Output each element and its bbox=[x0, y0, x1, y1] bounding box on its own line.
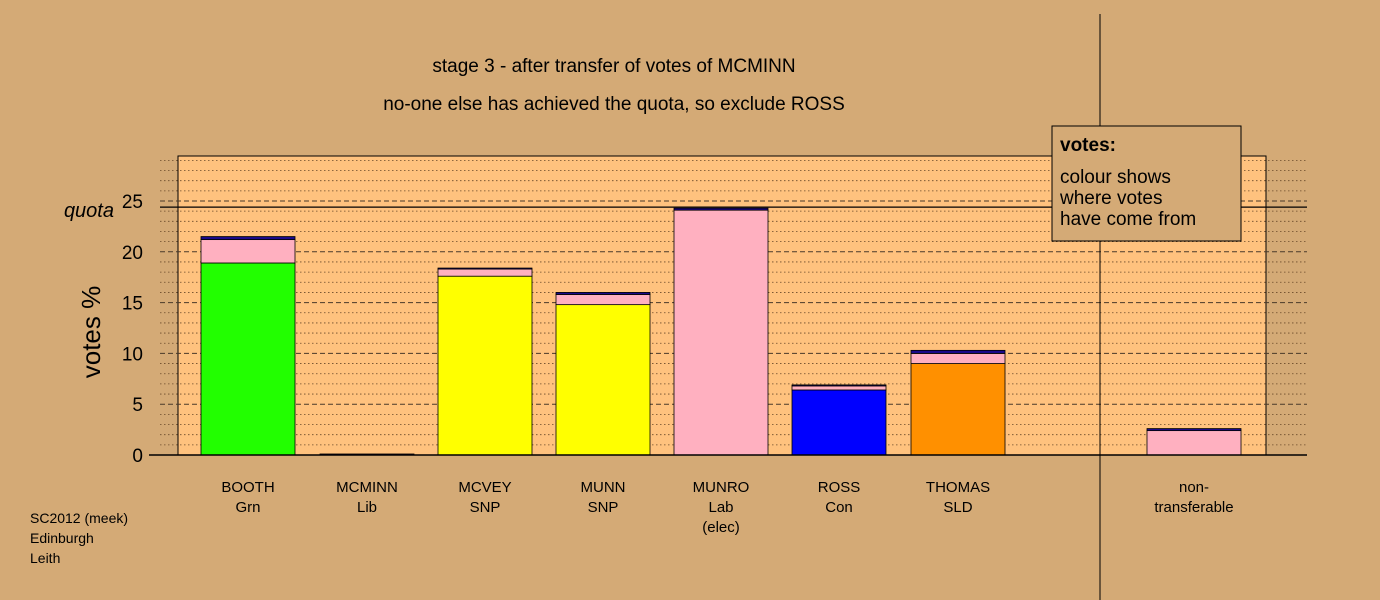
bar-segment bbox=[200, 262, 296, 456]
category-label: MCVEY bbox=[458, 479, 511, 496]
bar-segment bbox=[555, 292, 651, 295]
footer-line: Leith bbox=[30, 550, 60, 566]
legend: votes: colour shows where votes have com… bbox=[1051, 125, 1242, 242]
bar-segment bbox=[437, 268, 533, 277]
footer-line: Edinburgh bbox=[30, 530, 94, 546]
category-label: SNP bbox=[470, 499, 501, 516]
category-label: MUNN bbox=[581, 479, 626, 496]
category-label: (elec) bbox=[702, 519, 740, 536]
legend-line: where votes bbox=[1059, 188, 1162, 209]
category-label: MUNRO bbox=[693, 479, 750, 496]
bar-segment bbox=[791, 389, 887, 456]
bar-segment bbox=[791, 384, 887, 387]
category-label: Lib bbox=[357, 499, 377, 516]
y-tick-label: 20 bbox=[122, 243, 143, 264]
bar-segment bbox=[555, 304, 651, 456]
y-tick-label: 5 bbox=[132, 395, 143, 416]
chart-subtitle: no-one else has achieved the quota, so e… bbox=[383, 94, 845, 115]
bar-segment bbox=[555, 294, 651, 306]
bar-segment bbox=[791, 385, 887, 391]
legend-title: votes: bbox=[1060, 135, 1116, 156]
y-tick-label: 10 bbox=[122, 344, 143, 365]
category-label: Lab bbox=[708, 499, 733, 516]
bar-segment bbox=[673, 209, 769, 456]
footer: SC2012 (meek) Edinburgh Leith bbox=[30, 510, 128, 566]
y-tick-label: 25 bbox=[122, 192, 143, 213]
category-label: MCMINN bbox=[336, 479, 398, 496]
bar-segment bbox=[1146, 428, 1242, 432]
y-axis-label: votes % bbox=[76, 286, 106, 379]
legend-box bbox=[1051, 125, 1242, 242]
bar-segment bbox=[910, 363, 1006, 456]
category-label: Con bbox=[825, 499, 853, 516]
bar-segment bbox=[1146, 430, 1242, 456]
category-label: Grn bbox=[235, 499, 260, 516]
y-tick-label: 0 bbox=[132, 446, 143, 467]
bar-segment bbox=[437, 267, 533, 270]
bar-segment bbox=[673, 207, 769, 211]
category-label: transferable bbox=[1154, 499, 1233, 516]
category-label: THOMAS bbox=[926, 479, 990, 496]
bar-segment bbox=[910, 349, 1006, 354]
y-tick-label: 15 bbox=[122, 294, 143, 315]
category-label: BOOTH bbox=[221, 479, 274, 496]
bar-segment bbox=[200, 236, 296, 241]
bars bbox=[200, 207, 1242, 456]
footer-line: SC2012 (meek) bbox=[30, 510, 128, 526]
category-label: SLD bbox=[943, 499, 972, 516]
bar-segment bbox=[437, 275, 533, 456]
legend-line: colour shows bbox=[1060, 167, 1171, 188]
bar-segment bbox=[910, 352, 1006, 364]
quota-label: quota bbox=[64, 200, 114, 222]
category-label: non- bbox=[1179, 479, 1209, 496]
legend-line: have come from bbox=[1060, 209, 1196, 230]
category-label: ROSS bbox=[818, 479, 861, 496]
chart-title: stage 3 - after transfer of votes of MCM… bbox=[432, 56, 795, 77]
category-label: SNP bbox=[588, 499, 619, 516]
bar-segment bbox=[200, 239, 296, 264]
